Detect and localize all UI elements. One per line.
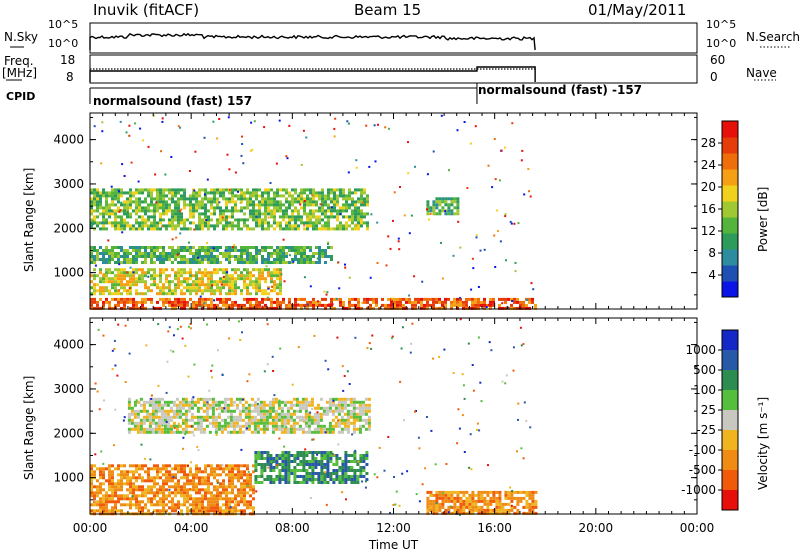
power-colorbar-swatch-9: [722, 137, 738, 154]
nave-label: Nave: [746, 66, 777, 80]
nave-tick-top: 60: [710, 53, 726, 67]
velocity-colorbar-swatch-7: [722, 470, 738, 491]
velocity-ytick-2: 3000: [53, 382, 84, 396]
velocity-colorbar-tick-6: -500: [689, 463, 716, 477]
cpid-label: CPID: [6, 90, 36, 103]
power-band-1: [90, 268, 282, 296]
power-ytick-1: 2000: [53, 221, 84, 235]
velocity-colorbar-swatch-1: [722, 350, 738, 371]
velocity-colorbar-swatch-0: [722, 330, 738, 351]
power-colorbar-swatch-7: [722, 169, 738, 186]
power-colorbar-swatch-10: [722, 121, 738, 138]
velocity-colorbar-swatch-4: [722, 410, 738, 431]
velocity-ytick-1: 2000: [53, 426, 84, 440]
freq-unit-label: [MHz]: [2, 66, 38, 80]
xtick-0: 00:00: [73, 521, 108, 535]
nsearch-tick-top: 10^5: [706, 18, 737, 31]
sky-panel-frame: [10, 22, 790, 54]
xtick-3: 12:00: [376, 521, 411, 535]
xtick-4: 16:00: [477, 521, 512, 535]
velocity-colorbar-tick-3: 25: [701, 403, 716, 417]
nsky-label: N.Sky: [4, 30, 39, 44]
power-colorbar-tick-6: 28: [701, 136, 716, 150]
velocity-colorbar-swatch-2: [722, 370, 738, 391]
power-colorbar-tick-5: 24: [701, 158, 716, 172]
velocity-colorbar: 1000 500 100 25 -25 -100 -500 -1000: [681, 329, 739, 511]
velocity-colorbar-tick-7: -1000: [681, 483, 716, 497]
power-colorbar-tick-0: 4: [708, 268, 716, 282]
power-colorbar-swatch-3: [722, 233, 738, 250]
velocity-colorbar-tick-1: 500: [693, 363, 716, 377]
power-colorbar-swatch-1: [722, 265, 738, 282]
cpid-segment-1: normalsound (fast) 157: [93, 94, 253, 108]
nsky-tick-bottom: 10^0: [48, 37, 79, 50]
velocity-colorbar-tick-0: 1000: [685, 343, 716, 357]
power-band-3: [90, 188, 369, 231]
power-ytick-2: 3000: [53, 177, 84, 191]
velocity-panel: 1000 2000 3000 4000: [53, 317, 698, 516]
beam-title: Beam 15: [354, 1, 422, 19]
nsearch-label: N.Search: [746, 30, 800, 44]
nsky-tick-top: 10^5: [48, 18, 79, 31]
power-colorbar-swatch-2: [722, 249, 738, 266]
velocity-colorbar-swatch-5: [722, 430, 738, 451]
velocity-ytick-0: 1000: [53, 471, 84, 485]
xtick-6: 00:00: [680, 521, 715, 535]
power-colorbar-tick-3: 16: [701, 202, 716, 216]
velocity-colorbar-swatch-8: [722, 490, 738, 511]
power-panel: 1000 2000 3000 4000: [53, 112, 698, 310]
power-colorbar-swatch-0: [722, 281, 738, 298]
velocity-ytick-3: 4000: [53, 338, 84, 352]
time-axis-label: Time UT: [368, 538, 419, 552]
power-band-2: [90, 246, 333, 264]
velocity-colorbar-swatch-3: [722, 390, 738, 411]
velocity-colorbar-tick-5: -100: [689, 443, 716, 457]
power-colorbar-swatch-4: [722, 217, 738, 234]
power-colorbar-tick-2: 12: [701, 224, 716, 238]
velocity-colorbar-tick-4: -25: [696, 423, 716, 437]
freq-tick-bottom: 8: [66, 70, 74, 84]
power-colorbar-swatch-6: [722, 185, 738, 202]
date-title: 01/May/2011: [588, 1, 687, 19]
xtick-1: 04:00: [174, 521, 209, 535]
power-ytick-3: 4000: [53, 133, 84, 147]
xtick-5: 20:00: [579, 521, 614, 535]
cpid-segment-2: normalsound (fast) -157: [478, 83, 643, 97]
power-colorbar: 4 8 12 16 20 24 28: [701, 120, 739, 298]
freq-label: Freq.: [4, 54, 34, 68]
station-title: Inuvik (fitACF): [93, 1, 200, 19]
velocity-band-2: [254, 451, 369, 484]
power-colorbar-swatch-5: [722, 201, 738, 218]
power-colorbar-swatch-8: [722, 153, 738, 170]
power-colorbar-tick-1: 8: [708, 246, 716, 260]
velocity-colorbar-tick-2: 100: [693, 383, 716, 397]
nsearch-tick-bottom: 10^0: [706, 37, 737, 50]
freq-panel-frame: [6, 54, 776, 104]
time-axis: 00:00 04:00 08:00 12:00 16:00 20:00 00:00 Time …: [73, 521, 715, 552]
freq-tick-top: 18: [60, 53, 76, 67]
nave-tick-bottom: 0: [710, 70, 718, 84]
power-ytick-0: 1000: [53, 266, 84, 280]
velocity-band-3: [426, 490, 538, 515]
power-colorbar-tick-4: 20: [701, 180, 716, 194]
velocity-band-1: [127, 397, 371, 434]
xtick-2: 08:00: [275, 521, 310, 535]
velocity-colorbar-swatch-6: [722, 450, 738, 471]
